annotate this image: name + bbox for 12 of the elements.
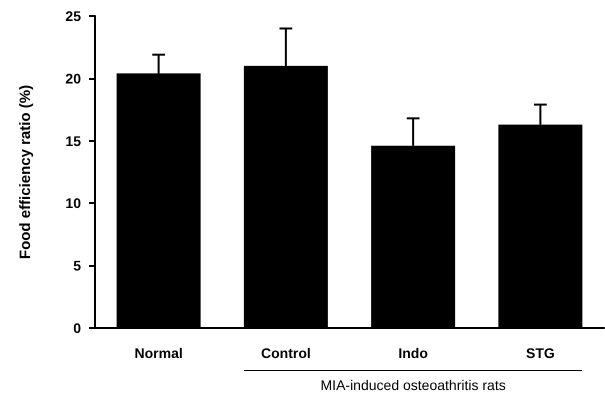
x-tick-label: Normal: [134, 345, 183, 361]
x-tick-label: Control: [260, 345, 311, 361]
text: MIA-induced osteoathritis rats: [320, 377, 506, 393]
y-tick-label: 25: [65, 8, 82, 24]
y-tick-label: 20: [65, 70, 82, 86]
y-axis-title: Food efficiency ratio (%): [17, 84, 34, 260]
y-tick-label: 0: [73, 320, 82, 336]
x-tick-label: STG: [526, 345, 555, 361]
y-tick-label: 15: [65, 132, 82, 149]
y-tick-label: 5: [73, 258, 82, 274]
x-tick-label: Indo: [398, 345, 428, 361]
y-tick-label: 10: [65, 195, 82, 212]
